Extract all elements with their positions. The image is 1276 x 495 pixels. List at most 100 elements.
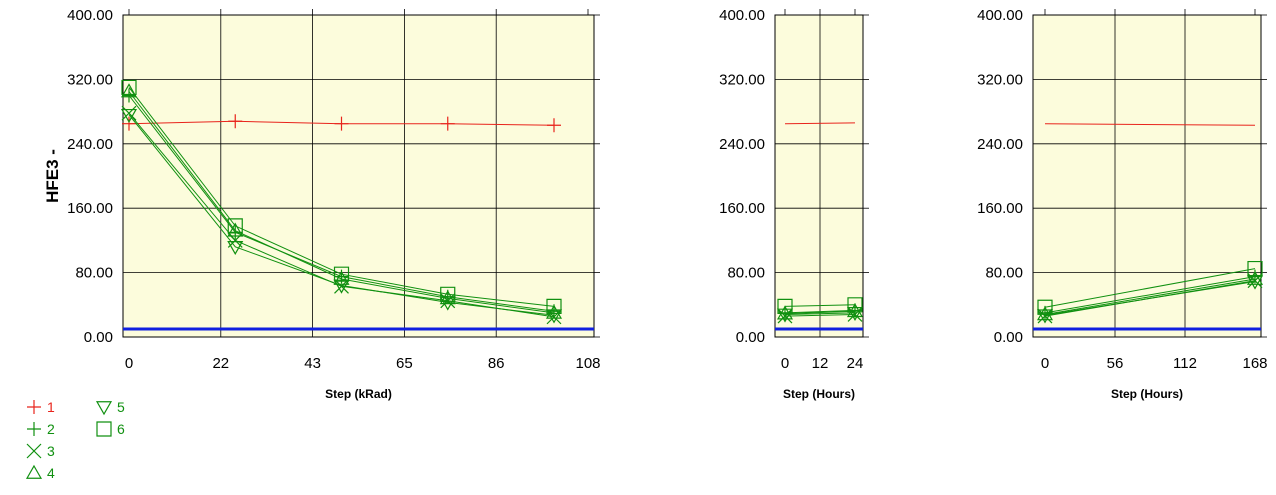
- legend-marker-3: [26, 443, 42, 459]
- data-point-series-3: [847, 307, 863, 322]
- x-tick-label: 56: [1107, 355, 1124, 372]
- data-point-series-5: [1036, 309, 1054, 324]
- x-tick-label: 0: [125, 355, 133, 372]
- series-line-5: [128, 114, 555, 316]
- legend-label: 4: [47, 465, 55, 481]
- data-point-series-6: [847, 297, 863, 313]
- y-tick-label: 80.00: [985, 265, 1023, 282]
- y-axis-label: HFE3 -: [43, 149, 62, 203]
- data-point-series-3: [121, 105, 137, 121]
- series-line-3: [784, 314, 856, 317]
- data-point-series-4: [776, 305, 794, 320]
- data-point-series-5: [1246, 275, 1264, 290]
- y-tick-label: 160.00: [67, 200, 113, 217]
- legend: 1 2 3 4 5 6: [25, 399, 125, 481]
- data-point-series-5: [776, 308, 794, 323]
- series-line-6: [128, 87, 555, 307]
- series-line-1: [1044, 123, 1256, 126]
- data-point-series-3: [777, 308, 793, 324]
- legend-marker-6: [96, 421, 112, 437]
- data-point-series-4: [227, 222, 244, 237]
- y-tick-label: 400.00: [977, 7, 1023, 24]
- data-point-series-4: [545, 304, 563, 319]
- x-tick-label: 65: [396, 355, 413, 372]
- data-point-series-1: [122, 116, 136, 131]
- series-line-4: [128, 91, 555, 314]
- data-point-series-4: [333, 270, 350, 285]
- data-point-series-4: [120, 83, 138, 98]
- data-point-series-4: [846, 303, 864, 318]
- series-line-4: [1044, 278, 1256, 315]
- y-tick-label: 80.00: [75, 265, 113, 282]
- data-point-series-6: [1037, 299, 1053, 315]
- data-point-series-4: [1246, 270, 1264, 285]
- legend-label: 6: [117, 421, 125, 437]
- y-tick-label: 320.00: [977, 71, 1023, 88]
- data-point-series-3: [1037, 308, 1053, 324]
- legend-marker-5: [95, 401, 113, 416]
- chart-panel-1: 0.00 80.00 160.00 240.00 320.00 400.00 0 22 43 65…: [43, 7, 601, 401]
- data-point-series-6: [227, 218, 243, 234]
- y-tick-label: 400.00: [67, 7, 113, 24]
- data-point-series-5: [120, 108, 138, 124]
- y-tick-label: 0.00: [84, 329, 113, 346]
- data-point-series-1: [547, 118, 561, 133]
- y-tick-label: 240.00: [977, 136, 1023, 153]
- series-line-6: [784, 304, 856, 307]
- y-tick-label: 320.00: [67, 71, 113, 88]
- series-line-2: [784, 309, 856, 314]
- data-point-series-4: [1036, 306, 1054, 321]
- x-tick-label: 24: [847, 355, 864, 372]
- y-tick-label: 240.00: [67, 136, 113, 153]
- y-tick-label: 160.00: [719, 200, 765, 217]
- x-tick-label: 0: [781, 355, 789, 372]
- data-point-series-6: [1247, 260, 1263, 277]
- x-tick-label: 108: [575, 355, 600, 372]
- x-tick-label: 86: [488, 355, 505, 372]
- y-tick-label: 400.00: [719, 7, 765, 24]
- legend-marker-1: [27, 400, 41, 414]
- legend-label: 5: [117, 399, 125, 415]
- x-axis-label: Step (kRad): [325, 387, 392, 401]
- series-line-1: [784, 122, 856, 125]
- series-line-5: [1044, 281, 1256, 316]
- series-line-2: [1044, 276, 1256, 314]
- data-point-series-6: [121, 79, 137, 96]
- y-tick-label: 240.00: [719, 136, 765, 153]
- y-tick-label: 160.00: [977, 200, 1023, 217]
- y-tick-label: 320.00: [719, 71, 765, 88]
- data-point-series-5: [439, 296, 456, 311]
- series-line-5: [784, 312, 856, 315]
- series-line-4: [784, 310, 856, 315]
- x-tick-label: 43: [304, 355, 321, 372]
- series-line-6: [1044, 268, 1256, 308]
- x-tick-label: 22: [212, 355, 229, 372]
- y-tick-label: 0.00: [994, 329, 1023, 346]
- x-tick-label: 168: [1242, 355, 1267, 372]
- data-point-series-6: [333, 266, 350, 282]
- legend-label: 1: [47, 399, 55, 415]
- x-axis-label: Step (Hours): [783, 387, 855, 401]
- plot-area: [774, 14, 864, 338]
- y-tick-label: 0.00: [736, 329, 765, 346]
- plot-area: [122, 14, 595, 338]
- data-point-series-5: [846, 307, 864, 322]
- x-tick-label: 0: [1041, 355, 1049, 372]
- data-point-series-6: [777, 298, 793, 315]
- data-point-series-5: [333, 279, 350, 294]
- legend-marker-2: [27, 422, 41, 436]
- data-point-series-1: [228, 114, 243, 129]
- data-point-series-1: [334, 116, 349, 131]
- x-tick-label: 12: [812, 355, 829, 372]
- data-point-series-6: [546, 298, 562, 315]
- data-point-series-1: [440, 116, 455, 131]
- x-axis-label: Step (Hours): [1111, 387, 1183, 401]
- y-tick-label: 80.00: [727, 265, 765, 282]
- legend-label: 3: [47, 443, 55, 459]
- chart-panel-2: 0.00 80.00 160.00 240.00 320.00 400.00 0 12 24 St…: [719, 7, 869, 401]
- data-point-series-2: [122, 88, 136, 103]
- data-point-series-6: [440, 286, 456, 302]
- data-point-series-5: [545, 309, 563, 324]
- chart-panel-3: 0.00 80.00 160.00 240.00 320.00 400.00 0 56 112 1…: [977, 7, 1267, 401]
